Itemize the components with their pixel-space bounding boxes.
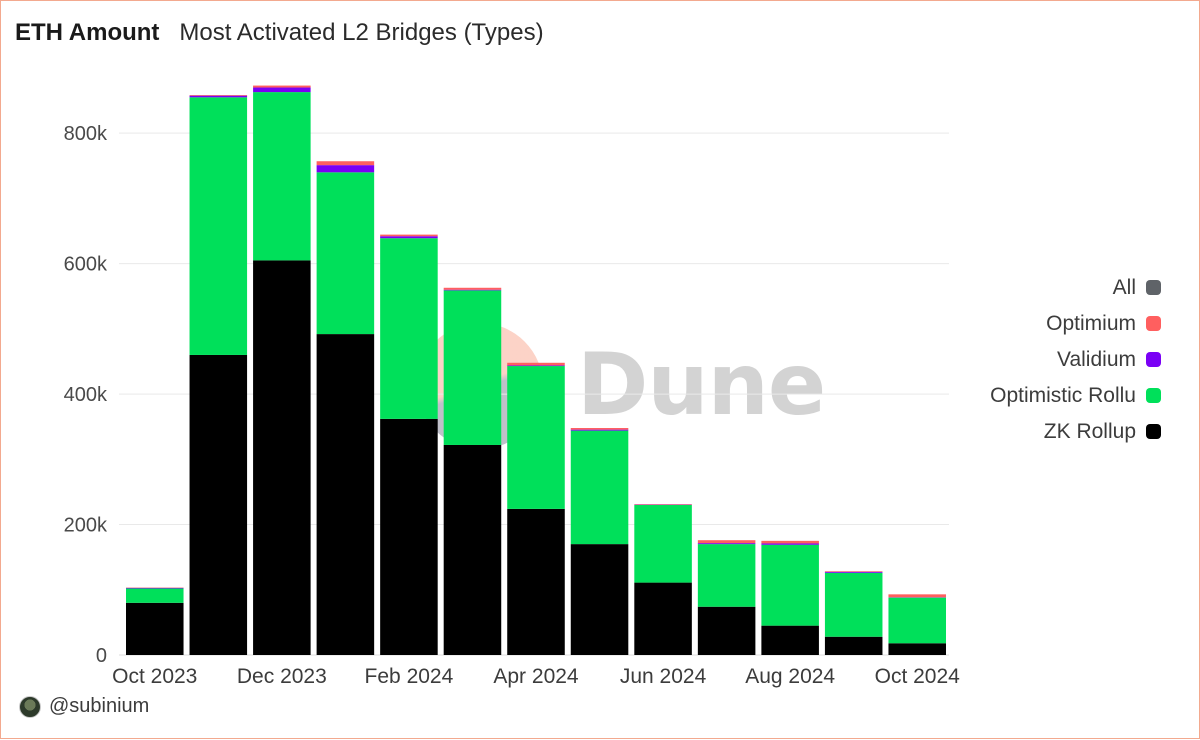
bar-segment	[825, 573, 883, 637]
bar-segment	[634, 583, 692, 655]
x-tick-label: Dec 2023	[237, 665, 327, 688]
bar-segment	[698, 543, 756, 544]
bar-segment	[317, 334, 375, 655]
legend-swatch	[1146, 352, 1161, 367]
bar-segment	[571, 428, 629, 430]
bar-segment	[444, 290, 502, 445]
legend-label: Optimium	[1046, 312, 1136, 336]
x-tick-label: Oct 2024	[875, 665, 961, 688]
chart-legend: All Optimium Validium Optimistic Rollu ZK Ro…	[990, 275, 1161, 444]
legend-label: Validium	[1057, 348, 1136, 372]
bar-segment	[126, 588, 184, 589]
legend-item[interactable]: All	[1113, 275, 1161, 300]
y-tick-label: 600k	[64, 254, 108, 276]
bar-segment	[634, 505, 692, 583]
bar-segment	[190, 355, 248, 655]
bar-segment	[761, 626, 819, 655]
x-tick-label: Oct 2023	[112, 665, 197, 688]
x-axis-ticks: Oct 2023 Dec 2023 Feb 2024 Apr 2024 Jun 2024…	[112, 665, 960, 688]
bar-segment	[507, 509, 565, 655]
bar-segment	[444, 290, 502, 291]
x-tick-label: Jun 2024	[620, 665, 707, 688]
bar-segment	[825, 637, 883, 655]
bar-segment	[253, 86, 311, 88]
bar-segment	[507, 365, 565, 366]
bar-segment	[190, 97, 248, 355]
footer: @subinium	[19, 695, 149, 718]
bar-segment	[380, 236, 438, 238]
bar-segment	[888, 594, 946, 597]
bar-segment	[507, 366, 565, 509]
y-axis-ticks: 0 200k 400k 600k 800k	[64, 123, 108, 667]
bar-segment	[380, 238, 438, 419]
author-handle[interactable]: @subinium	[49, 695, 149, 718]
legend-label: Optimistic Rollu	[990, 384, 1136, 408]
legend-item[interactable]: ZK Rollup	[1044, 419, 1161, 444]
legend-item[interactable]: Validium	[1057, 347, 1161, 372]
bar-segment	[317, 165, 375, 172]
bar-segment	[380, 419, 438, 655]
bar-segment	[698, 540, 756, 543]
bar-segment	[571, 544, 629, 655]
bar-segment	[190, 95, 248, 96]
x-tick-label: Feb 2024	[365, 665, 454, 688]
bar-segment	[761, 541, 819, 544]
x-tick-label: Apr 2024	[493, 665, 579, 688]
bar-segment	[126, 588, 184, 602]
bar-segment	[253, 88, 311, 93]
bar-segment	[444, 445, 502, 655]
bar-segment	[698, 607, 756, 655]
legend-label: All	[1113, 276, 1136, 300]
bar-segment	[253, 92, 311, 260]
y-tick-label: 200k	[64, 515, 108, 537]
legend-swatch	[1146, 316, 1161, 331]
bar-segment	[190, 96, 248, 98]
avatar[interactable]	[19, 696, 41, 718]
bar-segment	[698, 544, 756, 607]
bar-segment	[126, 603, 184, 655]
bar-segment	[825, 572, 883, 573]
bar-segment	[634, 504, 692, 505]
bar-segment	[253, 260, 311, 655]
bar-segment	[317, 172, 375, 334]
bar-segment	[825, 571, 883, 572]
legend-item[interactable]: Optimistic Rollu	[990, 383, 1161, 408]
y-tick-label: 800k	[64, 123, 108, 145]
x-tick-label: Aug 2024	[745, 665, 835, 688]
bar-segment	[571, 430, 629, 431]
bar-segment	[888, 643, 946, 655]
bar-segment	[380, 235, 438, 237]
bar-segment	[571, 431, 629, 544]
legend-swatch	[1146, 280, 1161, 295]
bar-segment	[888, 598, 946, 644]
bar-segment	[507, 363, 565, 366]
y-tick-label: 0	[96, 645, 107, 667]
bar-segment	[444, 288, 502, 290]
y-tick-label: 400k	[64, 384, 108, 406]
bar-segment	[761, 545, 819, 626]
bar-segment	[761, 543, 819, 544]
legend-item[interactable]: Optimium	[1046, 311, 1161, 336]
legend-label: ZK Rollup	[1044, 420, 1136, 444]
bars	[126, 86, 946, 655]
bar-segment	[317, 161, 375, 165]
legend-swatch	[1146, 424, 1161, 439]
legend-swatch	[1146, 388, 1161, 403]
